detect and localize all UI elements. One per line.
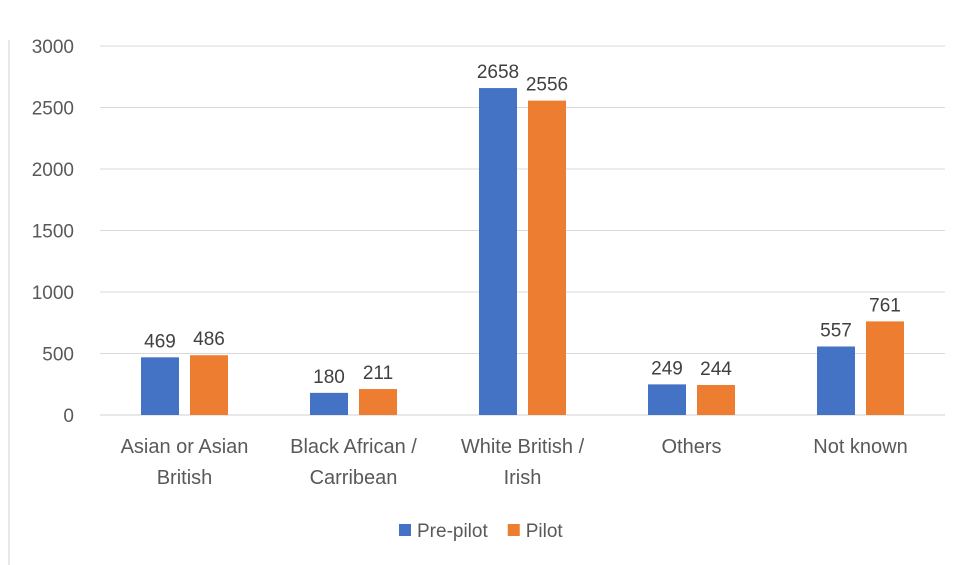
legend-swatch: [507, 524, 520, 536]
category-label: Carribean: [310, 467, 398, 489]
data-label: 469: [144, 331, 176, 352]
bar-pilot-1: [359, 389, 397, 415]
bar-pre-pilot-1: [310, 392, 348, 415]
data-label: 557: [820, 320, 852, 341]
data-label: 211: [363, 363, 393, 384]
legend-label: Pre-pilot: [417, 521, 488, 542]
y-tick-label: 500: [42, 345, 74, 366]
bar-pilot-2: [528, 100, 566, 415]
y-axis-ticks: 0 500 1000 1500 2000 2500 3000: [32, 37, 74, 427]
y-tick-label: 3000: [32, 37, 74, 58]
y-tick-label: 2000: [32, 160, 74, 181]
legend-label: Pilot: [526, 521, 564, 542]
bars: [141, 88, 904, 415]
category-label: Black African /: [290, 436, 417, 458]
data-label: 2556: [526, 75, 568, 96]
category-label: Asian or Asian: [121, 436, 249, 458]
category-label: Irish: [504, 467, 542, 489]
category-label: Others: [661, 436, 721, 458]
y-tick-label: 1000: [32, 283, 74, 304]
category-label: White British /: [461, 436, 585, 458]
data-label: 180: [313, 367, 345, 388]
data-label: 249: [651, 358, 683, 379]
gridlines: [100, 45, 945, 416]
bar-pre-pilot-3: [648, 384, 686, 415]
data-label: 761: [869, 295, 901, 316]
y-tick-label: 1500: [32, 222, 74, 243]
bar-pilot-4: [866, 321, 904, 415]
legend-swatch: [399, 524, 411, 536]
bar-pre-pilot-0: [141, 357, 179, 415]
bar-pre-pilot-2: [479, 88, 517, 415]
x-axis-categories: Asian or Asian British Black African / Carr…: [121, 436, 908, 489]
bar-pilot-0: [190, 355, 228, 415]
data-label: 2658: [477, 62, 519, 83]
data-label: 244: [700, 359, 732, 380]
legend: Pre-pilot Pilot: [399, 521, 563, 542]
bar-pre-pilot-4: [817, 346, 855, 415]
y-tick-label: 2500: [32, 99, 74, 120]
category-label: Not known: [813, 436, 908, 458]
data-label: 486: [193, 329, 225, 350]
category-label: British: [157, 467, 213, 489]
bar-pilot-3: [697, 384, 735, 415]
data-labels: 469 486 180 211 2658 2556 249 244 557 761: [144, 62, 901, 388]
y-tick-label: 0: [63, 406, 74, 427]
